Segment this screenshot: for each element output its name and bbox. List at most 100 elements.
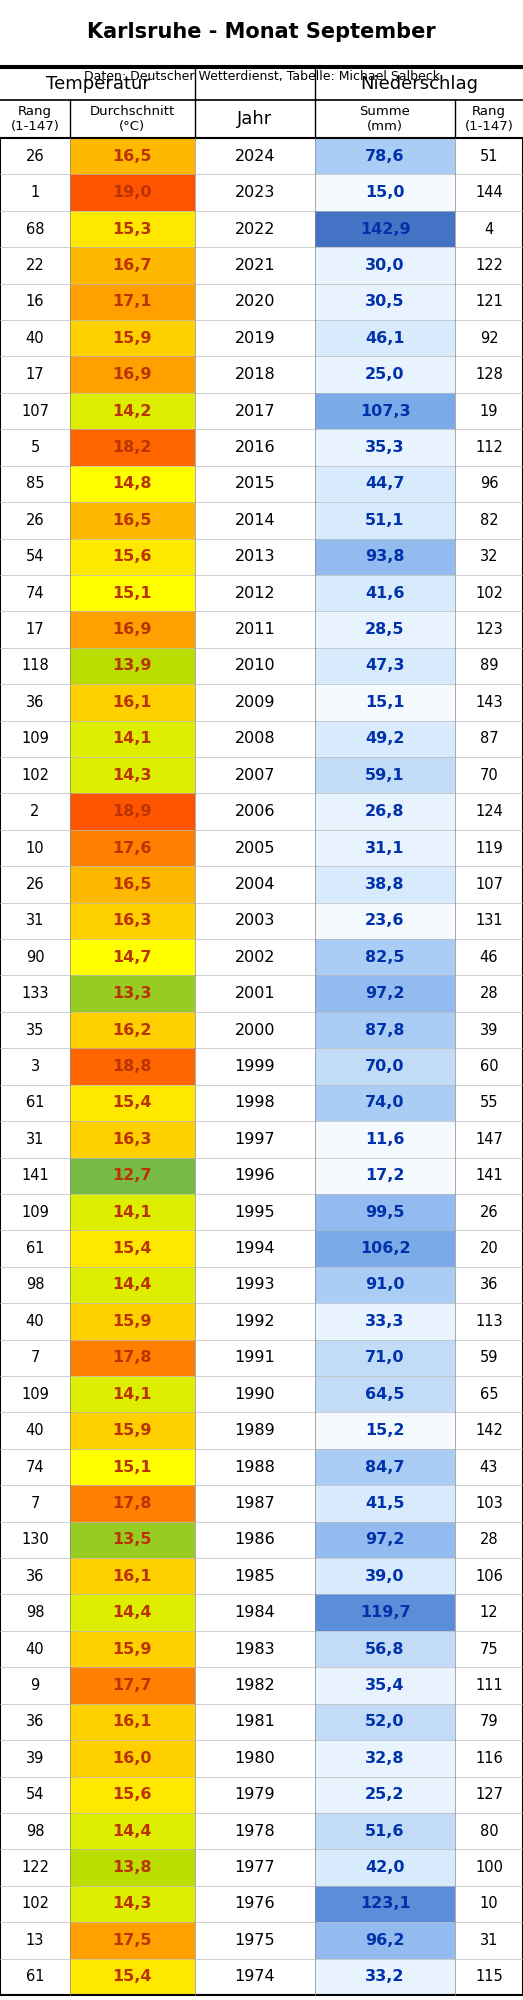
Text: 109: 109 xyxy=(21,732,49,746)
Text: 1983: 1983 xyxy=(235,1642,275,1656)
Text: 2002: 2002 xyxy=(235,950,275,964)
Bar xyxy=(315,466,455,502)
Text: 15,9: 15,9 xyxy=(112,1424,152,1438)
Text: 128: 128 xyxy=(475,368,503,382)
Text: 52,0: 52,0 xyxy=(365,1714,405,1730)
Text: 13,5: 13,5 xyxy=(112,1532,152,1548)
Text: 61: 61 xyxy=(26,1242,44,1256)
Text: 55: 55 xyxy=(480,1096,498,1110)
Text: 13,9: 13,9 xyxy=(112,658,152,674)
Text: 15,4: 15,4 xyxy=(112,1096,152,1110)
Text: 16,3: 16,3 xyxy=(112,914,152,928)
Bar xyxy=(70,574,195,612)
Bar xyxy=(70,502,195,538)
Bar xyxy=(315,1194,455,1230)
Text: 33,3: 33,3 xyxy=(365,1314,405,1328)
Bar xyxy=(315,284,455,320)
Bar xyxy=(315,1704,455,1740)
Text: 1975: 1975 xyxy=(235,1932,275,1948)
Bar xyxy=(70,720,195,756)
Text: 2016: 2016 xyxy=(235,440,275,456)
Bar xyxy=(315,174,455,210)
Text: 2014: 2014 xyxy=(235,512,275,528)
Text: 28: 28 xyxy=(480,986,498,1002)
Bar xyxy=(70,466,195,502)
Text: 74: 74 xyxy=(26,1460,44,1474)
Text: 16,1: 16,1 xyxy=(112,1714,152,1730)
Text: 82: 82 xyxy=(480,512,498,528)
Text: 9: 9 xyxy=(30,1678,40,1694)
Text: 19,0: 19,0 xyxy=(112,186,152,200)
Text: 49,2: 49,2 xyxy=(365,732,405,746)
Text: 16,5: 16,5 xyxy=(112,512,152,528)
Text: 1978: 1978 xyxy=(235,1824,276,1838)
Text: 98: 98 xyxy=(26,1824,44,1838)
Text: 26: 26 xyxy=(26,876,44,892)
Text: 1993: 1993 xyxy=(235,1278,275,1292)
Text: 97,2: 97,2 xyxy=(365,986,405,1002)
Text: 14,1: 14,1 xyxy=(112,1386,152,1402)
Bar xyxy=(315,1812,455,1850)
Text: 20: 20 xyxy=(480,1242,498,1256)
Bar xyxy=(315,574,455,612)
Text: 7: 7 xyxy=(30,1496,40,1510)
Text: 112: 112 xyxy=(475,440,503,456)
Text: 106: 106 xyxy=(475,1568,503,1584)
Text: 14,4: 14,4 xyxy=(112,1824,152,1838)
Text: 59,1: 59,1 xyxy=(365,768,405,782)
Text: 44,7: 44,7 xyxy=(365,476,405,492)
Text: 47,3: 47,3 xyxy=(365,658,405,674)
Bar xyxy=(315,430,455,466)
Text: 17,7: 17,7 xyxy=(112,1678,152,1694)
Text: 1: 1 xyxy=(30,186,40,200)
Bar xyxy=(315,320,455,356)
Bar xyxy=(315,1850,455,1886)
Text: 74,0: 74,0 xyxy=(365,1096,405,1110)
Bar xyxy=(70,284,195,320)
Text: 142: 142 xyxy=(475,1424,503,1438)
Text: 30,5: 30,5 xyxy=(365,294,405,310)
Bar xyxy=(315,1376,455,1412)
Text: 40: 40 xyxy=(26,1424,44,1438)
Bar xyxy=(315,1340,455,1376)
Text: 102: 102 xyxy=(475,586,503,600)
Text: 1995: 1995 xyxy=(235,1204,275,1220)
Text: 10: 10 xyxy=(480,1896,498,1912)
Text: 121: 121 xyxy=(475,294,503,310)
Text: 103: 103 xyxy=(475,1496,503,1510)
Text: 39: 39 xyxy=(26,1750,44,1766)
Text: 92: 92 xyxy=(480,330,498,346)
Text: 109: 109 xyxy=(21,1386,49,1402)
Text: 31: 31 xyxy=(480,1932,498,1948)
Text: 100: 100 xyxy=(475,1860,503,1876)
Text: 46,1: 46,1 xyxy=(365,330,405,346)
Bar xyxy=(70,648,195,684)
Text: 15,4: 15,4 xyxy=(112,1242,152,1256)
Text: 43: 43 xyxy=(480,1460,498,1474)
Text: 1977: 1977 xyxy=(235,1860,275,1876)
Text: 2020: 2020 xyxy=(235,294,275,310)
Text: 15,1: 15,1 xyxy=(112,586,152,600)
Bar xyxy=(315,1012,455,1048)
Text: 107: 107 xyxy=(21,404,49,418)
Text: 93,8: 93,8 xyxy=(365,550,405,564)
Text: 5: 5 xyxy=(30,440,40,456)
Bar xyxy=(70,1012,195,1048)
Text: 25,0: 25,0 xyxy=(365,368,405,382)
Text: 98: 98 xyxy=(26,1278,44,1292)
Bar xyxy=(70,320,195,356)
Text: 2008: 2008 xyxy=(235,732,275,746)
Text: 36: 36 xyxy=(480,1278,498,1292)
Text: 84,7: 84,7 xyxy=(365,1460,405,1474)
Text: 14,8: 14,8 xyxy=(112,476,152,492)
Text: 122: 122 xyxy=(21,1860,49,1876)
Text: 16,2: 16,2 xyxy=(112,1022,152,1038)
Text: 4: 4 xyxy=(484,222,494,236)
Text: 10: 10 xyxy=(26,840,44,856)
Bar xyxy=(315,648,455,684)
Text: 35,4: 35,4 xyxy=(365,1678,405,1694)
Text: 16,5: 16,5 xyxy=(112,148,152,164)
Text: 96: 96 xyxy=(480,476,498,492)
Text: 15,0: 15,0 xyxy=(365,186,405,200)
Text: 16,1: 16,1 xyxy=(112,694,152,710)
